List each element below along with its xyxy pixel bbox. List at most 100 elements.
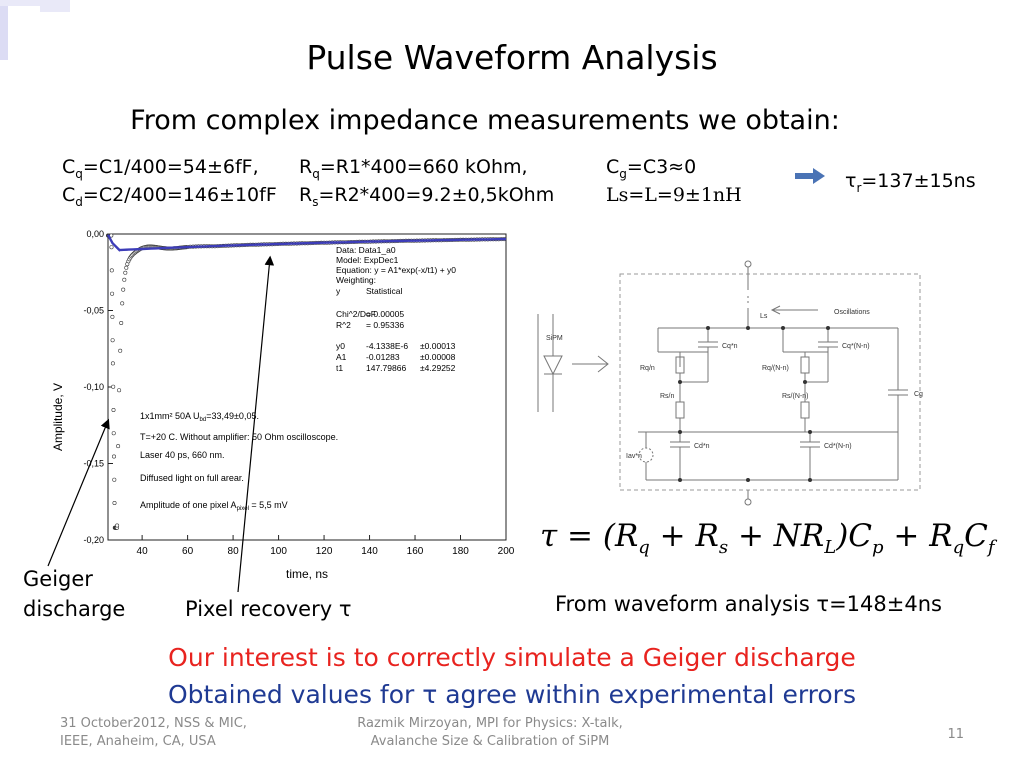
- fit-box-text: t1: [336, 363, 343, 373]
- sipm-equivalent-circuit: SiPM Ls Oscillations Cq*n Cq*(N-n) Rq/n …: [537, 260, 923, 506]
- right-arrow-icon: [795, 168, 825, 184]
- x-tick-label: 180: [452, 546, 469, 557]
- data-point: [110, 338, 115, 343]
- data-point: [123, 270, 128, 275]
- param-cg: Cg=C3≈0: [606, 156, 697, 181]
- slide-subtitle: From complex impedance measurements we o…: [130, 105, 840, 136]
- data-point: [112, 477, 117, 482]
- fit-box-text: Equation: y = A1*exp(-x/t1) + y0: [336, 265, 456, 275]
- fit-box-text: y0: [336, 341, 345, 351]
- svg-text:Diffused light on full arear.: Diffused light on full arear.: [140, 473, 244, 483]
- y-tick-label: -0,20: [83, 535, 104, 545]
- footer-author: Razmik Mirzoyan, MPI for Physics: X-talk…: [357, 716, 623, 731]
- pixel-recovery-label: Pixel recovery τ: [185, 597, 352, 621]
- data-point: [111, 408, 116, 413]
- data-point: [115, 523, 120, 528]
- y-tick-label: -0,10: [83, 382, 104, 392]
- svg-text:Cq*n: Cq*n: [722, 343, 738, 350]
- svg-text:Laser 40 ps, 660 nm.: Laser 40 ps, 660 nm.: [140, 450, 225, 460]
- param-cd: Cd=C2/400=146±10fF: [62, 184, 277, 209]
- param-cq: Cq=C1/400=54±6fF,: [62, 156, 259, 181]
- footer-left: 31 October2012, NSS & MIC, IEEE, Anaheim…: [60, 715, 247, 751]
- data-point: [109, 245, 114, 250]
- data-point: [110, 314, 115, 319]
- y-tick-label: -0,05: [83, 306, 104, 316]
- svg-text:Cd*n: Cd*n: [694, 443, 710, 450]
- y-axis-label: Amplitude, V: [51, 383, 65, 451]
- svg-text:1x1mm² 50A Ubd=33,49±0,05.: 1x1mm² 50A Ubd=33,49±0,05.: [140, 411, 259, 423]
- x-tick-label: 60: [182, 546, 194, 557]
- svg-text:Amplitude of one pixel Apixel: Amplitude of one pixel Apixel = 5,5 mV: [140, 500, 288, 512]
- fit-box-text: R^2: [336, 320, 351, 330]
- y-tick-label: -0,15: [83, 459, 104, 469]
- tau-formula: τ = (Rq + Rs + NRL)Cp + RqCf: [540, 518, 995, 559]
- geiger-label-2: discharge: [23, 597, 126, 621]
- data-point: [110, 361, 115, 366]
- footer-venue: IEEE, Anaheim, CA, USA: [60, 734, 216, 749]
- x-tick-label: 80: [228, 546, 240, 557]
- fit-box-text: -0.01283: [366, 352, 400, 362]
- param-rq: Rq=R1*400=660 kOhm,: [299, 156, 528, 181]
- data-point: [116, 444, 121, 449]
- data-point: [112, 500, 117, 505]
- x-tick-label: 40: [137, 546, 149, 557]
- data-point: [109, 268, 114, 273]
- fit-box-text: Chi^2/DoF: [336, 309, 376, 319]
- data-point: [112, 454, 117, 459]
- fit-box-text: = 0.00005: [366, 309, 404, 319]
- conclusion-blue: Obtained values for τ agree within exper…: [168, 680, 856, 709]
- fit-box-text: ±0.00008: [420, 352, 456, 362]
- data-point: [124, 265, 129, 270]
- data-point: [122, 277, 127, 282]
- svg-text:T=+20 C. Without amplifier: 50: T=+20 C. Without amplifier: 50 Ohm oscil…: [140, 432, 338, 442]
- param-rs: Rs=R2*400=9.2±0,5kOhm: [299, 184, 555, 209]
- x-tick-label: 160: [407, 546, 424, 557]
- param-tau-r: τr=137±15ns: [845, 170, 976, 195]
- svg-text:Iav*n: Iav*n: [626, 453, 642, 460]
- fit-box-text: Weighting:: [336, 275, 376, 285]
- svg-text:Rq/n: Rq/n: [640, 365, 655, 372]
- waveform-result: From waveform analysis τ=148±4ns: [555, 592, 942, 616]
- fit-box-text: Model: ExpDec1: [336, 255, 399, 265]
- page-number: 11: [947, 727, 964, 742]
- param-ls: Ls=L=9±1nH: [606, 184, 742, 206]
- x-tick-label: 200: [498, 546, 515, 557]
- data-point: [120, 301, 125, 306]
- fit-box-text: = 0.95336: [366, 320, 404, 330]
- svg-text:SiPM: SiPM: [546, 335, 563, 342]
- geiger-label-1: Geiger: [23, 567, 93, 591]
- data-point: [117, 388, 122, 393]
- x-axis-label: time, ns: [286, 567, 328, 580]
- svg-text:Rs/n: Rs/n: [660, 393, 675, 400]
- svg-text:Cq*(N-n): Cq*(N-n): [842, 343, 870, 350]
- data-point: [118, 348, 123, 353]
- fit-box-text: ±4.29252: [420, 363, 456, 373]
- x-tick-label: 140: [361, 546, 378, 557]
- geiger-arrow: [47, 418, 110, 567]
- footer-date: 31 October2012, NSS & MIC,: [60, 716, 247, 731]
- data-point: [111, 431, 116, 436]
- fit-box-text: A1: [336, 352, 347, 362]
- svg-text:Rs/(N-n): Rs/(N-n): [782, 393, 808, 400]
- y-tick-label: 0,00: [86, 229, 104, 239]
- footer-topic: Avalanche Size & Calibration of SiPM: [370, 734, 610, 749]
- conclusion-red: Our interest is to correctly simulate a …: [168, 643, 856, 672]
- fit-box-text: Data: Data1_a0: [336, 245, 396, 255]
- svg-text:Rq/(N-n): Rq/(N-n): [762, 365, 789, 372]
- fit-box-text: y: [336, 286, 341, 296]
- svg-text:Oscillations: Oscillations: [834, 309, 870, 316]
- data-point: [121, 287, 126, 292]
- waveform-plot: 40 60 80 100 120 140 160 180 200 0,00 -0,05 -0,10 -0…: [51, 229, 515, 580]
- fit-box-text: Statistical: [366, 286, 402, 296]
- data-point: [119, 321, 124, 326]
- svg-text:Cg: Cg: [914, 391, 923, 398]
- x-tick-label: 120: [316, 546, 333, 557]
- corner-decoration: [0, 0, 70, 60]
- x-tick-label: 100: [270, 546, 287, 557]
- svg-text:Cd*(N-n): Cd*(N-n): [824, 443, 852, 450]
- fit-box-text: 147.79866: [366, 363, 406, 373]
- svg-text:Ls: Ls: [760, 313, 768, 320]
- measurement-info: 1x1mm² 50A Ubd=33,49±0,05. T=+20 C. With…: [140, 411, 338, 512]
